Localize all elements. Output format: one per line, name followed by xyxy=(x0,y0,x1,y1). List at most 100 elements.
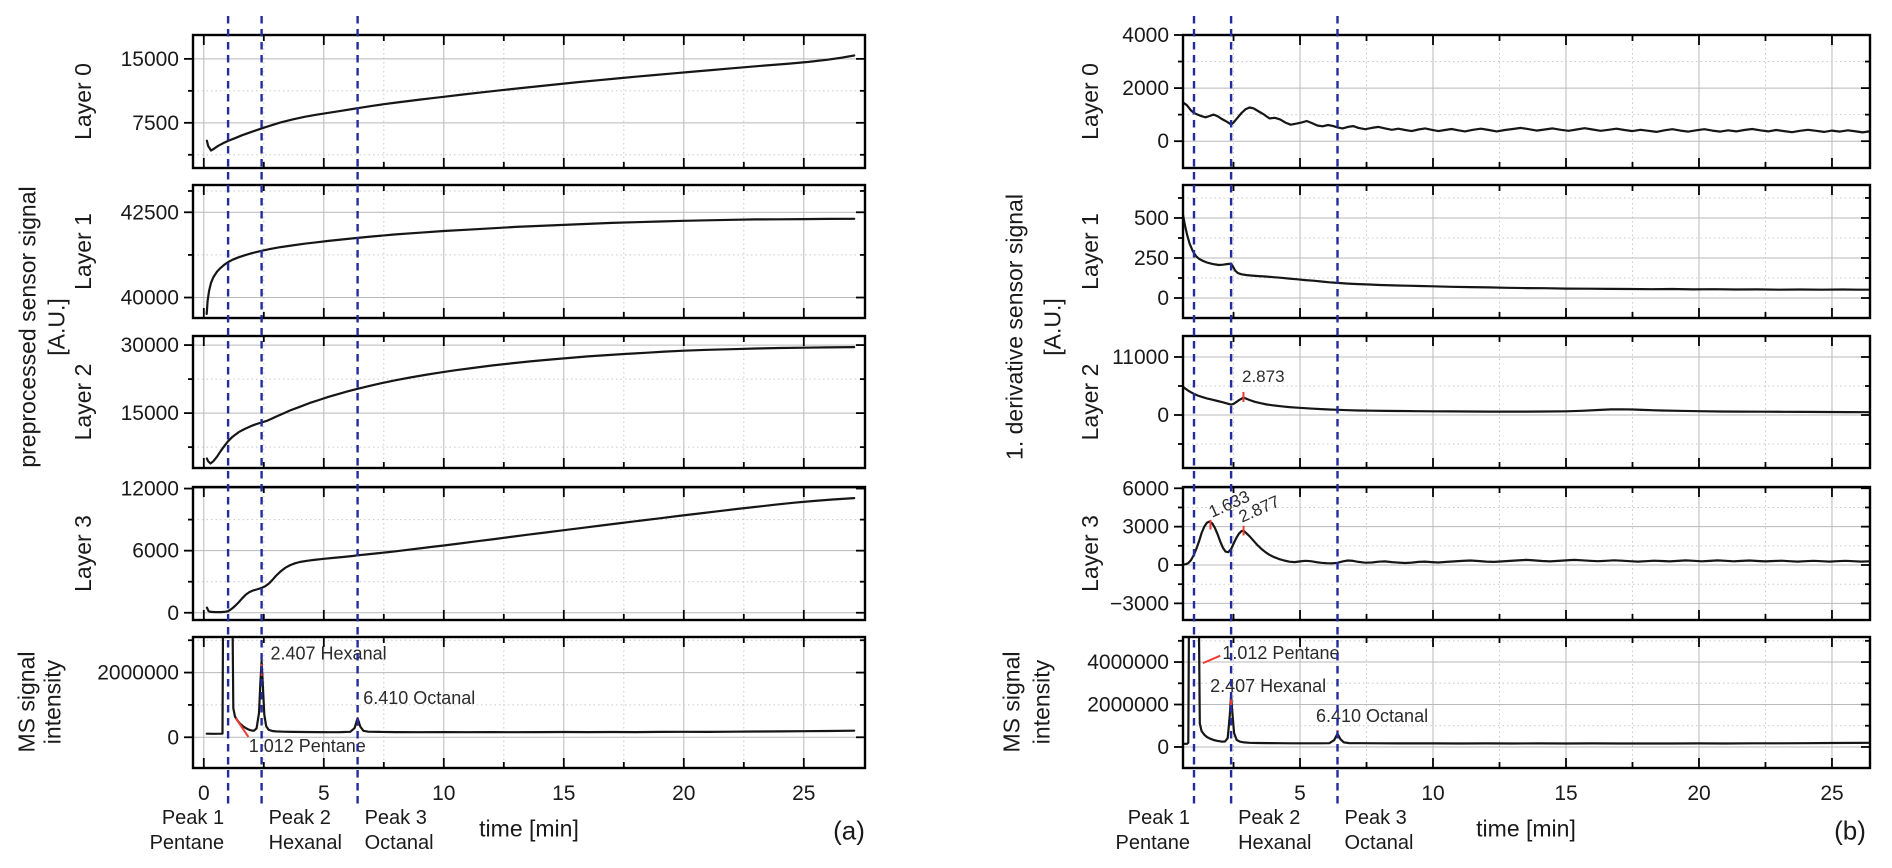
y-tick-label: 12000 xyxy=(121,478,179,501)
annotation-leader-line xyxy=(234,717,250,738)
y-tick-label: 42500 xyxy=(121,201,179,224)
annotation-text: 6.410 Octanal xyxy=(1316,706,1428,726)
y-tick-label: 7500 xyxy=(132,112,179,135)
subplot-title-a-layer1: Layer 1 xyxy=(70,213,96,290)
peak-label-line2: Hexanal xyxy=(269,832,342,854)
plot-frame xyxy=(1181,334,1872,470)
panel-a-xlabel: time [min] xyxy=(479,815,579,842)
x-tick-label: 15 xyxy=(1554,782,1577,805)
panel-a-tag: (a) xyxy=(833,815,865,846)
y-tick-label: 40000 xyxy=(121,287,179,310)
subplot-title-b-layer1: Layer 1 xyxy=(1077,213,1103,290)
y-tick-label: 0 xyxy=(1157,130,1169,153)
panel-b-ms-ylabel-line2: intensity xyxy=(1028,659,1055,745)
subplot-a-layer1: 42500 40000 xyxy=(121,183,867,320)
subplot-a-layer2: 30000 15000 xyxy=(121,334,867,470)
subplot-title-b-layer0: Layer 0 xyxy=(1077,63,1103,140)
subplot-title-a-layer0: Layer 0 xyxy=(70,63,96,140)
subplot-title-b-layer3: Layer 3 xyxy=(1077,515,1103,592)
panel-a-ms-ylabel-line1: MS signal xyxy=(13,651,40,753)
x-tick-label: 10 xyxy=(1421,782,1444,805)
peak-label-line2: Pentane xyxy=(150,832,225,854)
subplot-b-ms: 1.012 Pentane 2.407 Hexanal 6.410 Octanal 4… xyxy=(1087,635,1872,770)
plot-frame xyxy=(191,183,867,320)
y-tick-label: 4000 xyxy=(1122,24,1169,47)
y-tick-label: 6000 xyxy=(132,540,179,563)
y-tick-label: 15000 xyxy=(121,402,179,425)
x-tick-label: 20 xyxy=(672,782,695,805)
panel-a: 15000 7500 Layer 0 42500 40000 Layer 1 30000 15… xyxy=(70,16,867,854)
subplot-title-a-layer2: Layer 2 xyxy=(70,364,96,441)
y-tick-label: −3000 xyxy=(1110,592,1169,615)
peak-label-line2: Octanal xyxy=(1345,832,1414,854)
panel-a-ylabel-line1: preprocessed sensor signal xyxy=(14,186,41,468)
subplot-a-layer3: 12000 6000 0 xyxy=(121,478,867,625)
curve-b-layer1 xyxy=(1183,213,1870,291)
peak-label-line1: Peak 2 xyxy=(1238,807,1300,829)
y-tick-label: 500 xyxy=(1134,207,1169,230)
curve-b-layer3 xyxy=(1183,520,1870,566)
y-tick-label: 3000 xyxy=(1122,516,1169,539)
y-tick-label: 4000000 xyxy=(1087,651,1169,674)
peak-label-line1: Peak 3 xyxy=(1345,807,1407,829)
curve-b-layer2 xyxy=(1183,385,1870,414)
subplot-b-layer2: 2.873 11000 0 xyxy=(1112,334,1872,470)
y-tick-label: 2000000 xyxy=(1087,694,1169,717)
panel-a-ms-ylabel-line2: intensity xyxy=(39,659,66,745)
panel-a-ylabel-line2: [A.U.] xyxy=(43,298,70,356)
x-tick-label: 10 xyxy=(432,782,455,805)
x-tick-label: 5 xyxy=(1294,782,1306,805)
panel-b-ms-ylabel-line1: MS signal xyxy=(998,651,1025,753)
annotation-text: 6.410 Octanal xyxy=(363,688,475,708)
annotation-text: 2.407 Hexanal xyxy=(1210,676,1326,696)
y-tick-label: 0 xyxy=(1157,554,1169,577)
y-tick-label: 30000 xyxy=(121,334,179,357)
x-tick-label: 5 xyxy=(318,782,330,805)
curve-a-layer1 xyxy=(205,217,856,315)
peak-label-line1: Peak 2 xyxy=(269,807,331,829)
y-tick-label: 15000 xyxy=(121,48,179,71)
peak-label-line1: Peak 3 xyxy=(365,807,427,829)
annotation-text: 1.012 Pentane xyxy=(1222,643,1339,663)
plot-frame xyxy=(1181,33,1872,170)
x-tick-label: 0 xyxy=(198,782,210,805)
subplot-title-a-layer3: Layer 3 xyxy=(70,515,96,592)
subplot-title-b-layer2: Layer 2 xyxy=(1077,364,1103,441)
y-tick-label: 11000 xyxy=(1112,346,1169,369)
plot-frame xyxy=(191,635,867,770)
peak-label-line1: Peak 1 xyxy=(1128,807,1190,829)
x-tick-label: 25 xyxy=(1820,782,1843,805)
y-tick-label: 2000000 xyxy=(97,662,179,685)
y-tick-label: 0 xyxy=(167,602,179,625)
y-tick-label: 0 xyxy=(1157,404,1169,427)
x-tick-label: 25 xyxy=(792,782,815,805)
y-tick-label: 0 xyxy=(167,726,179,749)
curve-a-layer3 xyxy=(205,497,856,614)
plot-frame xyxy=(191,334,867,470)
peak-label-line2: Hexanal xyxy=(1238,832,1311,854)
subplot-b-layer0: 4000 2000 0 xyxy=(1122,24,1872,170)
annotation-text: 2.873 xyxy=(1242,367,1285,386)
y-tick-label: 6000 xyxy=(1122,477,1169,500)
curve-a-layer2 xyxy=(205,346,856,465)
y-tick-label: 0 xyxy=(1157,736,1169,759)
panel-b-ylabel-line2: [A.U.] xyxy=(1039,298,1066,356)
panel-b-xlabel: time [min] xyxy=(1476,815,1576,842)
y-tick-label: 0 xyxy=(1157,287,1169,310)
subplot-a-layer0: 15000 7500 xyxy=(121,33,867,170)
peak-label-line2: Octanal xyxy=(365,832,434,854)
subplot-b-layer1: 500 250 0 xyxy=(1134,183,1872,320)
subplot-a-ms: 2.407 Hexanal 6.410 Octanal 1.012 Pentane 2… xyxy=(97,635,867,770)
y-tick-label: 250 xyxy=(1134,247,1169,270)
y-tick-label: 2000 xyxy=(1122,77,1169,100)
plot-frame xyxy=(191,33,867,170)
plot-frame xyxy=(1181,485,1872,622)
panel-b-tag: (b) xyxy=(1834,815,1866,846)
curve-a-layer0 xyxy=(205,54,856,152)
annotation-leader-line xyxy=(1202,654,1221,665)
plot-frame xyxy=(1181,635,1872,770)
